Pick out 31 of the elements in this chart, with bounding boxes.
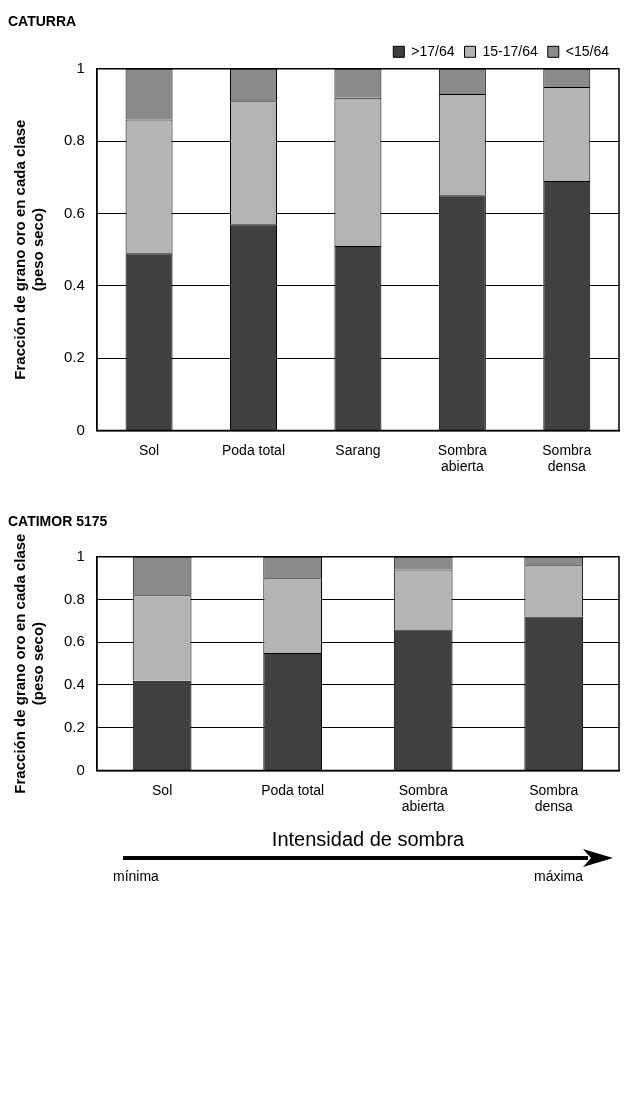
y-axis-title: Fracción de grano oro en cada clase (peso seco): [11, 119, 47, 380]
x-tick-label: Sombra densa: [529, 781, 579, 815]
legend-label: <15/64: [565, 42, 610, 59]
chart-title: CATIMOR 5175: [8, 513, 108, 530]
y-tick-label: 0.8: [63, 589, 85, 607]
x-tick-label: Sombra densa: [542, 441, 592, 475]
legend-label: >17/64: [411, 42, 455, 59]
y-tick-label: 0.2: [63, 717, 85, 735]
y-tick-label: 0.6: [63, 632, 85, 650]
y-tick-label: 1: [76, 546, 85, 564]
text: mínima: [113, 868, 159, 884]
y-tick-label: 0.4: [63, 675, 85, 693]
y-axis-title: Fracción de grano oro en cada clase (peso seco): [11, 533, 47, 794]
legend-label: 15-17/64: [482, 42, 538, 59]
x-tick-label: Poda total: [221, 441, 286, 458]
y-tick-label: 0: [76, 760, 85, 778]
x-axis-title: Intensidad de sombra: [270, 828, 466, 851]
text: máxima: [533, 868, 583, 884]
x-tick-label: Sol: [138, 441, 160, 458]
x-tick-label: Sarang: [335, 441, 381, 458]
y-tick-label: 0: [76, 420, 85, 438]
chart-title: CATURRA: [8, 13, 77, 30]
y-tick-label: 1: [76, 58, 85, 76]
y-tick-label: 0.6: [63, 203, 85, 221]
y-tick-label: 0.4: [63, 275, 85, 293]
x-tick-label: Sombra abierta: [437, 441, 488, 475]
x-tick-label: Sol: [152, 781, 173, 798]
y-tick-label: 0.2: [63, 348, 85, 366]
x-tick-label: Sombra abierta: [398, 781, 448, 815]
y-tick-label: 0.8: [63, 131, 85, 149]
x-tick-label: Poda total: [261, 781, 325, 798]
